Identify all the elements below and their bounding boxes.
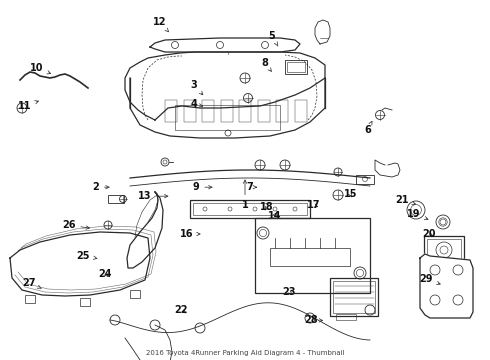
Bar xyxy=(25,295,35,303)
Bar xyxy=(165,100,177,122)
Text: 6: 6 xyxy=(364,121,372,135)
Text: 28: 28 xyxy=(304,315,322,325)
Text: 20: 20 xyxy=(422,229,436,239)
Text: 15: 15 xyxy=(343,189,357,199)
Text: 2016 Toyota 4Runner Parking Aid Diagram 4 - Thumbnail: 2016 Toyota 4Runner Parking Aid Diagram … xyxy=(146,350,344,356)
Text: 26: 26 xyxy=(62,220,90,230)
Text: 13: 13 xyxy=(138,191,168,201)
Bar xyxy=(427,239,461,261)
Bar xyxy=(175,105,280,130)
Polygon shape xyxy=(130,78,325,138)
Bar xyxy=(80,298,90,306)
Text: 18: 18 xyxy=(260,202,274,212)
Polygon shape xyxy=(420,254,473,318)
Text: 29: 29 xyxy=(419,274,440,284)
Bar xyxy=(330,278,378,316)
Bar xyxy=(184,100,196,122)
Text: 17: 17 xyxy=(307,200,320,210)
Bar xyxy=(270,248,350,266)
Polygon shape xyxy=(125,52,325,120)
Text: 3: 3 xyxy=(190,80,203,95)
Text: 21: 21 xyxy=(395,195,416,205)
Bar xyxy=(333,281,375,313)
Text: 12: 12 xyxy=(152,17,169,32)
Text: 23: 23 xyxy=(282,287,296,297)
Text: 11: 11 xyxy=(18,101,38,111)
Bar xyxy=(108,195,124,203)
Bar xyxy=(130,290,140,298)
Text: 16: 16 xyxy=(179,229,200,239)
Text: 19: 19 xyxy=(407,209,428,220)
Polygon shape xyxy=(127,192,163,268)
Text: 4: 4 xyxy=(190,99,203,109)
Bar xyxy=(276,100,289,122)
Bar xyxy=(285,60,307,74)
Polygon shape xyxy=(150,38,300,52)
Bar xyxy=(255,218,370,293)
Bar xyxy=(356,175,374,184)
Bar xyxy=(239,100,251,122)
Text: 22: 22 xyxy=(174,305,188,315)
Bar xyxy=(193,203,307,215)
Text: 24: 24 xyxy=(98,269,112,279)
Text: 9: 9 xyxy=(193,182,212,192)
Bar xyxy=(220,100,233,122)
Text: 14: 14 xyxy=(268,211,281,221)
Bar xyxy=(336,314,356,320)
Text: 25: 25 xyxy=(76,251,97,261)
Text: 5: 5 xyxy=(269,31,278,46)
Text: 27: 27 xyxy=(23,278,42,288)
Bar xyxy=(295,100,307,122)
Polygon shape xyxy=(315,20,330,44)
Bar xyxy=(424,236,464,264)
Text: 10: 10 xyxy=(30,63,50,74)
Text: 7: 7 xyxy=(246,182,256,192)
Bar xyxy=(190,200,310,218)
Bar xyxy=(202,100,214,122)
Bar xyxy=(258,100,270,122)
Polygon shape xyxy=(10,232,150,296)
Text: 8: 8 xyxy=(261,58,271,71)
Text: 1: 1 xyxy=(242,180,248,210)
Text: 2: 2 xyxy=(92,182,109,192)
Bar xyxy=(287,62,305,72)
